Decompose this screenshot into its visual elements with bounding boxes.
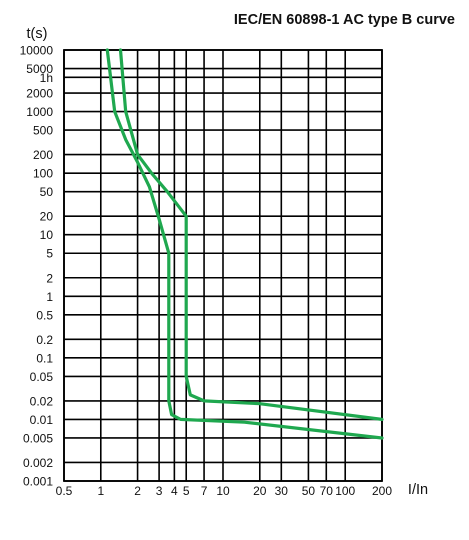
x-tick-label: 70 bbox=[320, 484, 334, 498]
x-tick-label: 20 bbox=[253, 484, 267, 498]
y-tick-label: 20 bbox=[40, 210, 54, 224]
x-tick-label: 10 bbox=[216, 484, 230, 498]
trip-curve-line-2 bbox=[118, 48, 384, 421]
y-tick-label: 500 bbox=[33, 124, 53, 138]
y-tick-label: 5 bbox=[46, 247, 53, 261]
x-tick-labels: 0.5 1 2 3 4 5 7 10 20 30 50 70 100 200 bbox=[56, 484, 393, 498]
y-tick-label: 5000 bbox=[26, 62, 53, 76]
x-tick-label: 3 bbox=[156, 484, 163, 498]
x-tick-label: 4 bbox=[171, 484, 178, 498]
x-tick-label: 5 bbox=[183, 484, 190, 498]
y-tick-label: 0.2 bbox=[36, 333, 53, 347]
y-tick-label: 0.005 bbox=[23, 431, 53, 445]
x-tick-label: 1 bbox=[97, 484, 104, 498]
y-tick-label: 0.05 bbox=[30, 370, 54, 384]
y-tick-label: 0.01 bbox=[30, 413, 54, 427]
y-tick-label: 0.02 bbox=[30, 394, 54, 408]
y-tick-label: 0.5 bbox=[36, 308, 53, 322]
x-tick-label: 30 bbox=[275, 484, 289, 498]
y-tick-label: 2000 bbox=[26, 87, 53, 101]
trip-curve-line-1 bbox=[105, 48, 384, 440]
y-tick-label: 10 bbox=[40, 228, 54, 242]
x-tick-label: 7 bbox=[201, 484, 208, 498]
x-tick-label: 50 bbox=[302, 484, 316, 498]
x-tick-label: 100 bbox=[335, 484, 355, 498]
y-tick-label: 2 bbox=[46, 271, 53, 285]
y-tick-label: 100 bbox=[33, 167, 53, 181]
series-group bbox=[105, 48, 384, 440]
y-tick-label: 1 bbox=[46, 290, 53, 304]
y-tick-label: 50 bbox=[40, 185, 54, 199]
x-axis-label: I/In bbox=[408, 482, 428, 498]
y-tick-label: 1000 bbox=[26, 105, 53, 119]
y-tick-label: 0.002 bbox=[23, 456, 53, 470]
y-tick-label: 0.001 bbox=[23, 475, 53, 489]
plot-frame bbox=[63, 49, 383, 482]
y-tick-label: 200 bbox=[33, 148, 53, 162]
x-tick-label: 2 bbox=[134, 484, 141, 498]
y-tick-label: 10000 bbox=[20, 44, 54, 58]
y-tick-label: 1h bbox=[40, 71, 53, 85]
x-tick-label: 0.5 bbox=[56, 484, 73, 498]
y-axis-label: t(s) bbox=[27, 26, 48, 42]
y-tick-label: 0.1 bbox=[36, 351, 53, 365]
grid bbox=[63, 49, 383, 482]
x-tick-label: 200 bbox=[372, 484, 392, 498]
chart-title: IEC/EN 60898-1 AC type B curve bbox=[234, 12, 455, 28]
